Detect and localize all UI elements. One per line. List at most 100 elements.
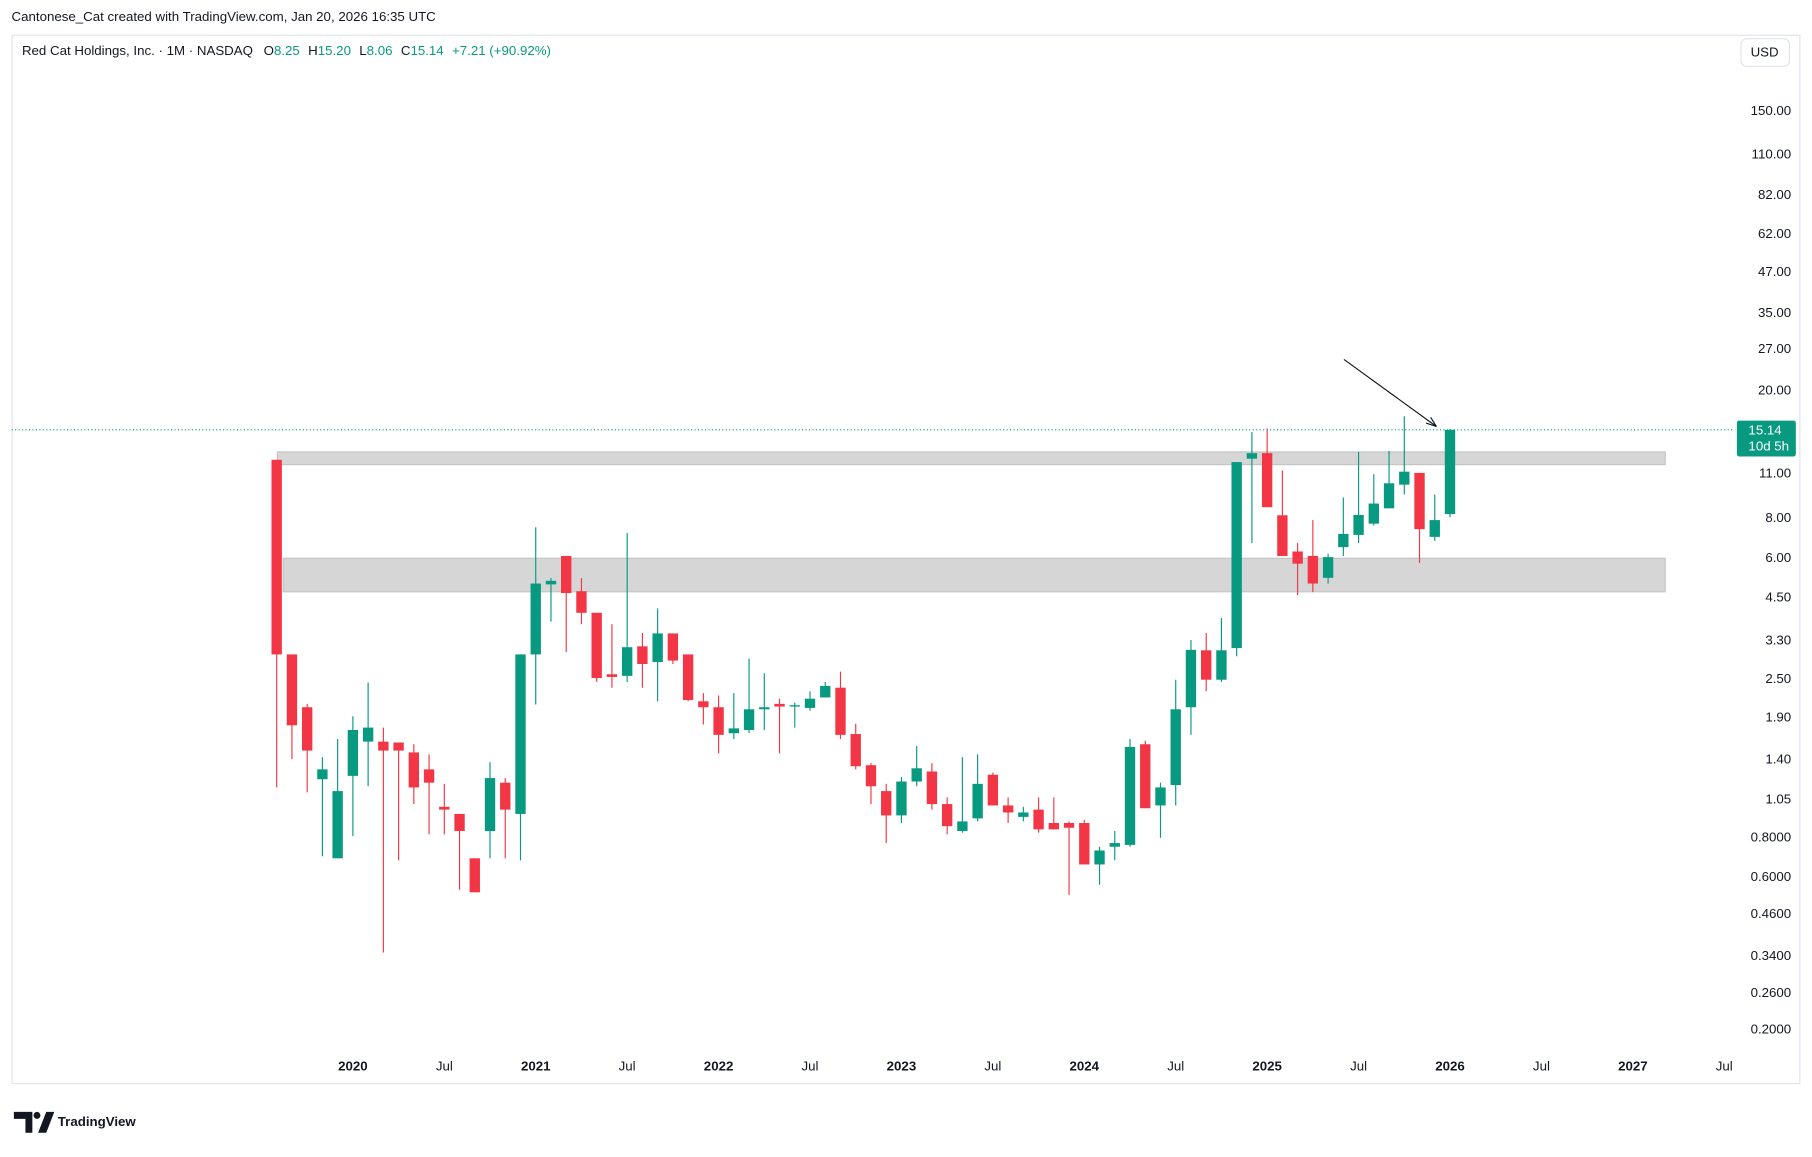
y-tick-label: 35.00 — [1758, 305, 1791, 320]
candle-body — [1124, 746, 1136, 845]
candle-body — [820, 685, 831, 698]
annotation-arrowhead — [1425, 416, 1437, 428]
candle-body — [1444, 429, 1456, 515]
candle-body — [1322, 557, 1334, 578]
candle-body — [1033, 809, 1044, 830]
y-tick-label: 6.00 — [1765, 550, 1791, 565]
y-tick-label: 27.00 — [1758, 341, 1791, 356]
candle-body — [1383, 483, 1395, 509]
candle-body — [606, 674, 618, 677]
candle-body — [1201, 650, 1212, 680]
candle-body — [561, 555, 572, 594]
candle-body — [1399, 471, 1410, 485]
legend-label: H — [308, 42, 318, 57]
candle-body — [743, 709, 755, 730]
resistance-zone — [276, 451, 1666, 466]
logo-icon — [13, 1111, 33, 1133]
y-tick-label: 0.2600 — [1751, 985, 1792, 1000]
candle-body — [713, 707, 724, 735]
x-tick-label: 2020 — [338, 1058, 368, 1073]
x-tick-label: 2026 — [1435, 1058, 1465, 1073]
legend-label: L — [359, 42, 366, 57]
candle-body — [1246, 453, 1258, 459]
candle-body — [1414, 472, 1425, 530]
y-tick-label: 1.05 — [1765, 792, 1791, 807]
candle-body — [439, 806, 450, 810]
candle-body — [408, 752, 420, 788]
candle-body — [957, 821, 968, 832]
candle-body — [1277, 515, 1288, 556]
candle-body — [317, 769, 328, 780]
candle-body — [621, 647, 633, 676]
y-tick-label: 110.00 — [1752, 146, 1792, 161]
x-tick-label: Jul — [984, 1058, 1001, 1073]
candle-body — [774, 703, 785, 707]
candle-body — [545, 580, 557, 585]
y-tick-label: 8.00 — [1765, 510, 1791, 525]
x-tick-label: 2024 — [1070, 1058, 1100, 1073]
candle-body — [637, 646, 648, 664]
candle-body — [667, 633, 679, 661]
header: Cantonese_Cat created with TradingView.c… — [12, 9, 437, 24]
candle-body — [804, 698, 816, 708]
currency-label[interactable]: USD — [1751, 45, 1779, 60]
candle-body — [393, 742, 404, 751]
candle-body — [362, 727, 374, 742]
y-tick-label: 150.00 — [1751, 103, 1792, 118]
candle-body — [865, 765, 877, 787]
x-tick-label: 2021 — [521, 1058, 551, 1073]
candle-body — [484, 778, 496, 832]
candle-body — [652, 633, 663, 663]
y-tick-label: 47.00 — [1758, 264, 1791, 279]
x-tick-label: Jul — [1533, 1058, 1550, 1073]
x-tick-label: Jul — [1167, 1058, 1184, 1073]
candle-body — [423, 769, 435, 783]
candle-body — [1216, 650, 1227, 680]
candle-body — [469, 858, 480, 893]
currency-button[interactable] — [1740, 38, 1791, 68]
candle-body — [698, 701, 709, 708]
candle-body — [789, 705, 800, 707]
candle-body — [972, 783, 983, 819]
candle-body — [941, 804, 953, 827]
y-tick-label: 0.8000 — [1751, 829, 1792, 844]
y-tick-label: 1.90 — [1765, 709, 1791, 724]
x-tick-label: Jul — [1350, 1058, 1367, 1073]
x-tick-label: 2022 — [704, 1058, 734, 1073]
candle-body — [1063, 822, 1075, 828]
candle-body — [1140, 744, 1151, 809]
legend-label: O — [264, 42, 274, 57]
legend-value: 8.25 — [274, 42, 300, 57]
candle-body — [347, 729, 359, 776]
x-tick-label: Jul — [619, 1058, 636, 1073]
y-tick-label: 20.00 — [1758, 383, 1791, 398]
candle-body — [1307, 555, 1319, 584]
candle-body — [682, 654, 694, 700]
candle-body — [911, 768, 922, 782]
y-tick-label: 0.3400 — [1751, 948, 1792, 963]
candle-body — [987, 774, 999, 806]
tradingview-logo: TradingView — [13, 1111, 136, 1133]
candle-body — [1429, 520, 1440, 537]
candle-body — [1368, 503, 1379, 524]
legend-value: 15.20 — [318, 42, 351, 57]
candle-body — [896, 781, 907, 816]
legend-label: C — [401, 42, 411, 57]
legend-name: Red Cat Holdings, Inc. · 1M · NASDAQ — [22, 42, 253, 57]
y-tick-label: 2.50 — [1765, 671, 1791, 686]
candle-body — [500, 782, 511, 810]
y-tick-label: 62.00 — [1758, 226, 1791, 241]
y-tick-label: 0.2000 — [1751, 1022, 1792, 1037]
candle-body — [530, 583, 541, 655]
x-tick-label: Jul — [1716, 1058, 1733, 1073]
chart-frame — [11, 34, 1801, 1085]
candle-body — [378, 741, 389, 751]
candle-body — [301, 707, 313, 751]
x-tick-label: 2025 — [1252, 1058, 1282, 1073]
candle-body — [576, 591, 587, 613]
support-zone — [282, 557, 1666, 593]
logo-icon — [38, 1111, 55, 1133]
legend-value: 15.14 — [410, 42, 443, 57]
candle-body — [850, 734, 861, 767]
